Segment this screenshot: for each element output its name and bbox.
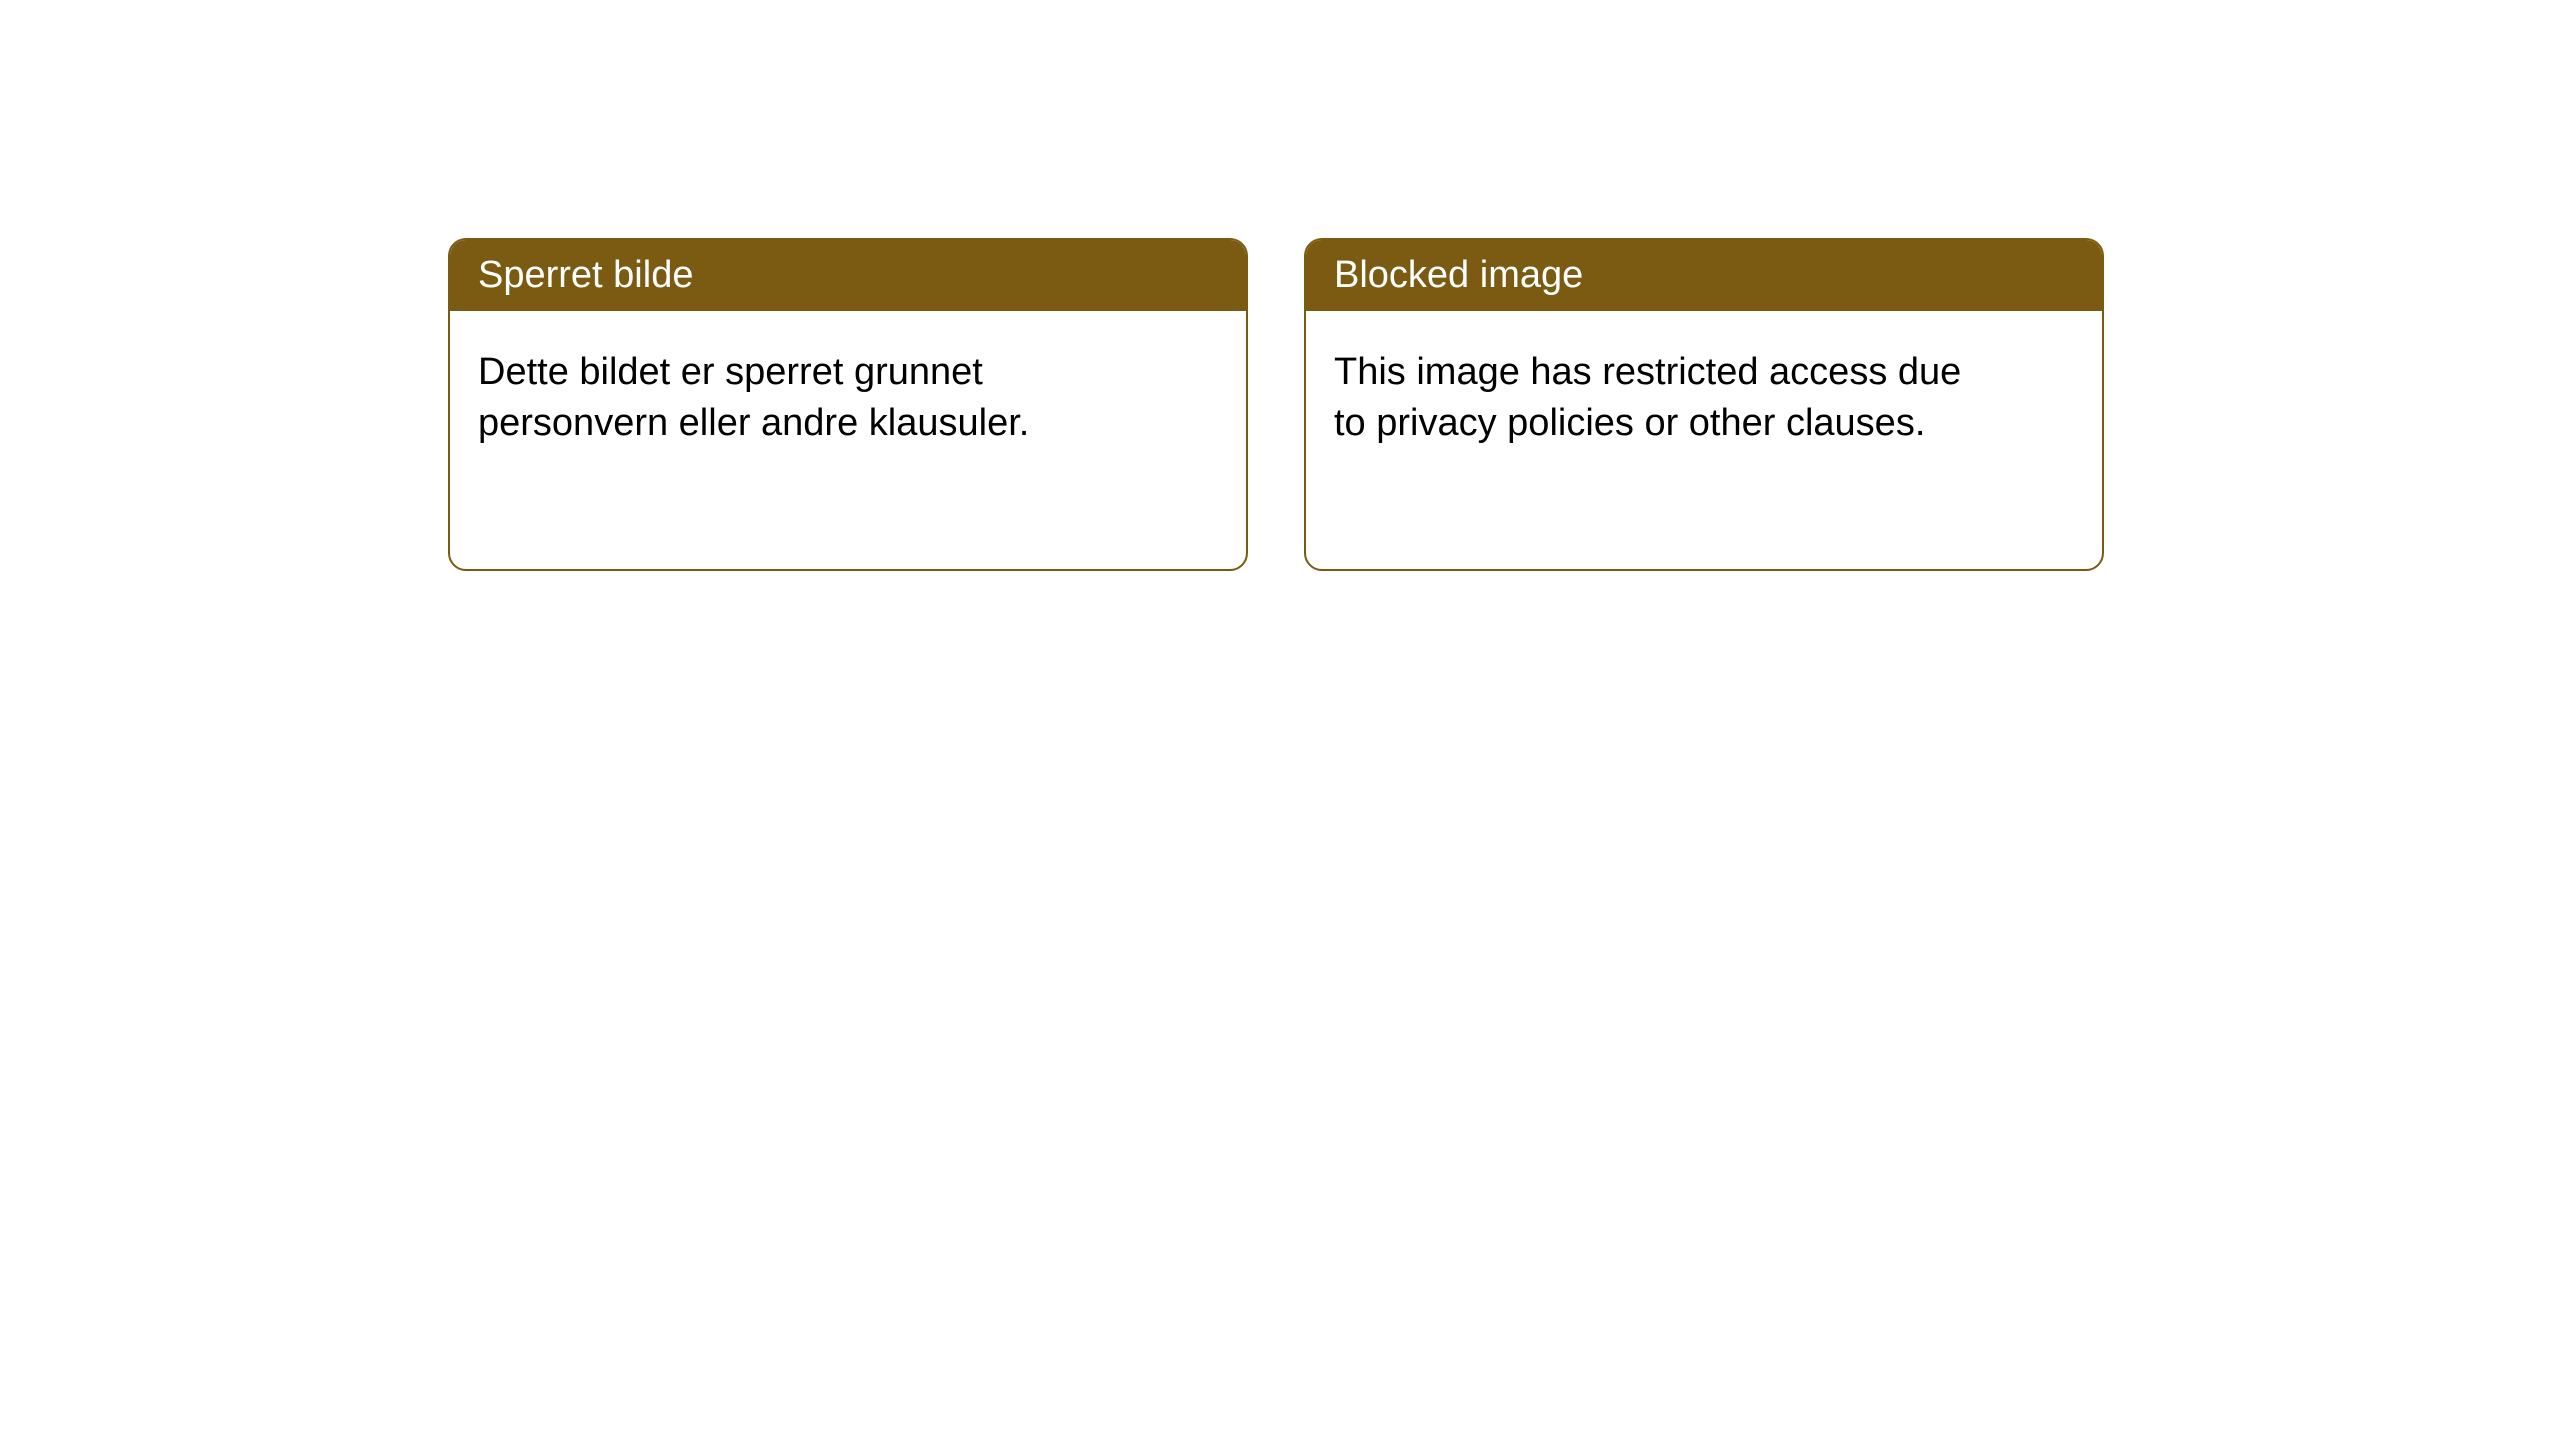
notice-title-en: Blocked image bbox=[1306, 240, 2102, 311]
notice-container: Sperret bilde Dette bildet er sperret gr… bbox=[448, 238, 2104, 571]
notice-body-en: This image has restricted access due to … bbox=[1306, 311, 2026, 486]
notice-card-en: Blocked image This image has restricted … bbox=[1304, 238, 2104, 571]
notice-body-no: Dette bildet er sperret grunnet personve… bbox=[450, 311, 1170, 486]
notice-title-no: Sperret bilde bbox=[450, 240, 1246, 311]
notice-card-no: Sperret bilde Dette bildet er sperret gr… bbox=[448, 238, 1248, 571]
